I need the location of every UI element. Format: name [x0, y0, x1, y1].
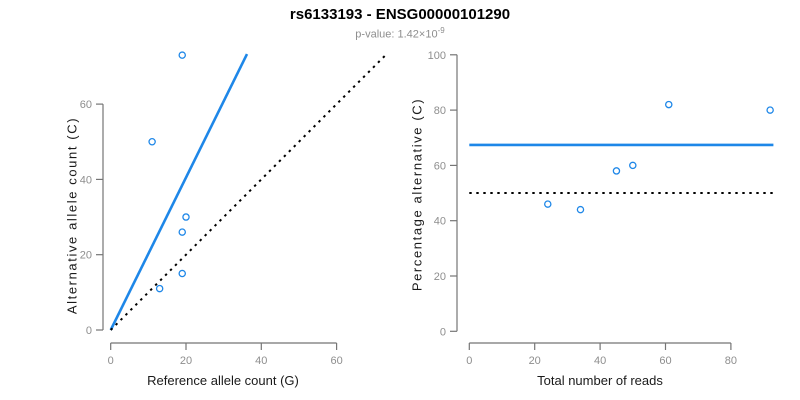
data-point	[766, 106, 774, 114]
left-x-axis-title: Reference allele count (G)	[147, 373, 299, 388]
p-value-text: p-value: 1.42×10	[355, 28, 438, 41]
data-point	[665, 100, 673, 109]
data-point	[612, 167, 621, 175]
data-point	[155, 284, 164, 293]
x-tick-label: 40	[255, 355, 267, 367]
data-point	[178, 51, 186, 59]
y-tick-label: 0	[86, 325, 92, 337]
plot-title: rs6133193 - ENSG00000101290	[289, 6, 511, 23]
y-tick-label: 40	[434, 216, 446, 228]
data-point	[544, 200, 552, 208]
x-tick-label: 0	[108, 355, 114, 367]
x-tick-label: 80	[725, 355, 737, 367]
x-tick-label: 60	[330, 355, 342, 367]
p-value-exponent: -9	[437, 26, 445, 35]
regression-line	[109, 53, 249, 331]
y-tick-label: 60	[434, 160, 446, 172]
x-tick-label: 0	[466, 355, 472, 367]
data-point	[576, 205, 585, 214]
x-tick-label: 20	[529, 355, 541, 367]
data-point	[178, 228, 186, 236]
y-tick-label: 100	[428, 50, 446, 62]
y-tick-label: 20	[80, 250, 92, 262]
data-point	[178, 269, 186, 278]
x-tick-label: 60	[659, 355, 671, 367]
x-tick-label: 20	[180, 355, 192, 367]
right-y-axis-title: Percentage alternative (C)	[409, 97, 425, 292]
y-tick-label: 80	[434, 105, 446, 117]
data-point	[182, 213, 190, 221]
y-tick-label: 20	[434, 271, 446, 283]
y-tick-label: 40	[80, 174, 92, 186]
identity-line	[109, 54, 387, 331]
y-tick-label: 60	[80, 99, 92, 111]
data-point	[629, 161, 637, 170]
x-tick-label: 40	[594, 355, 606, 367]
data-point	[148, 137, 156, 146]
y-tick-label: 0	[440, 326, 446, 338]
right-x-axis-title: Total number of reads	[537, 373, 663, 388]
p-value-subtitle: p-value: 1.42×10-9	[0, 26, 800, 41]
left-y-axis-title: Alternative allele count (C)	[64, 116, 80, 315]
